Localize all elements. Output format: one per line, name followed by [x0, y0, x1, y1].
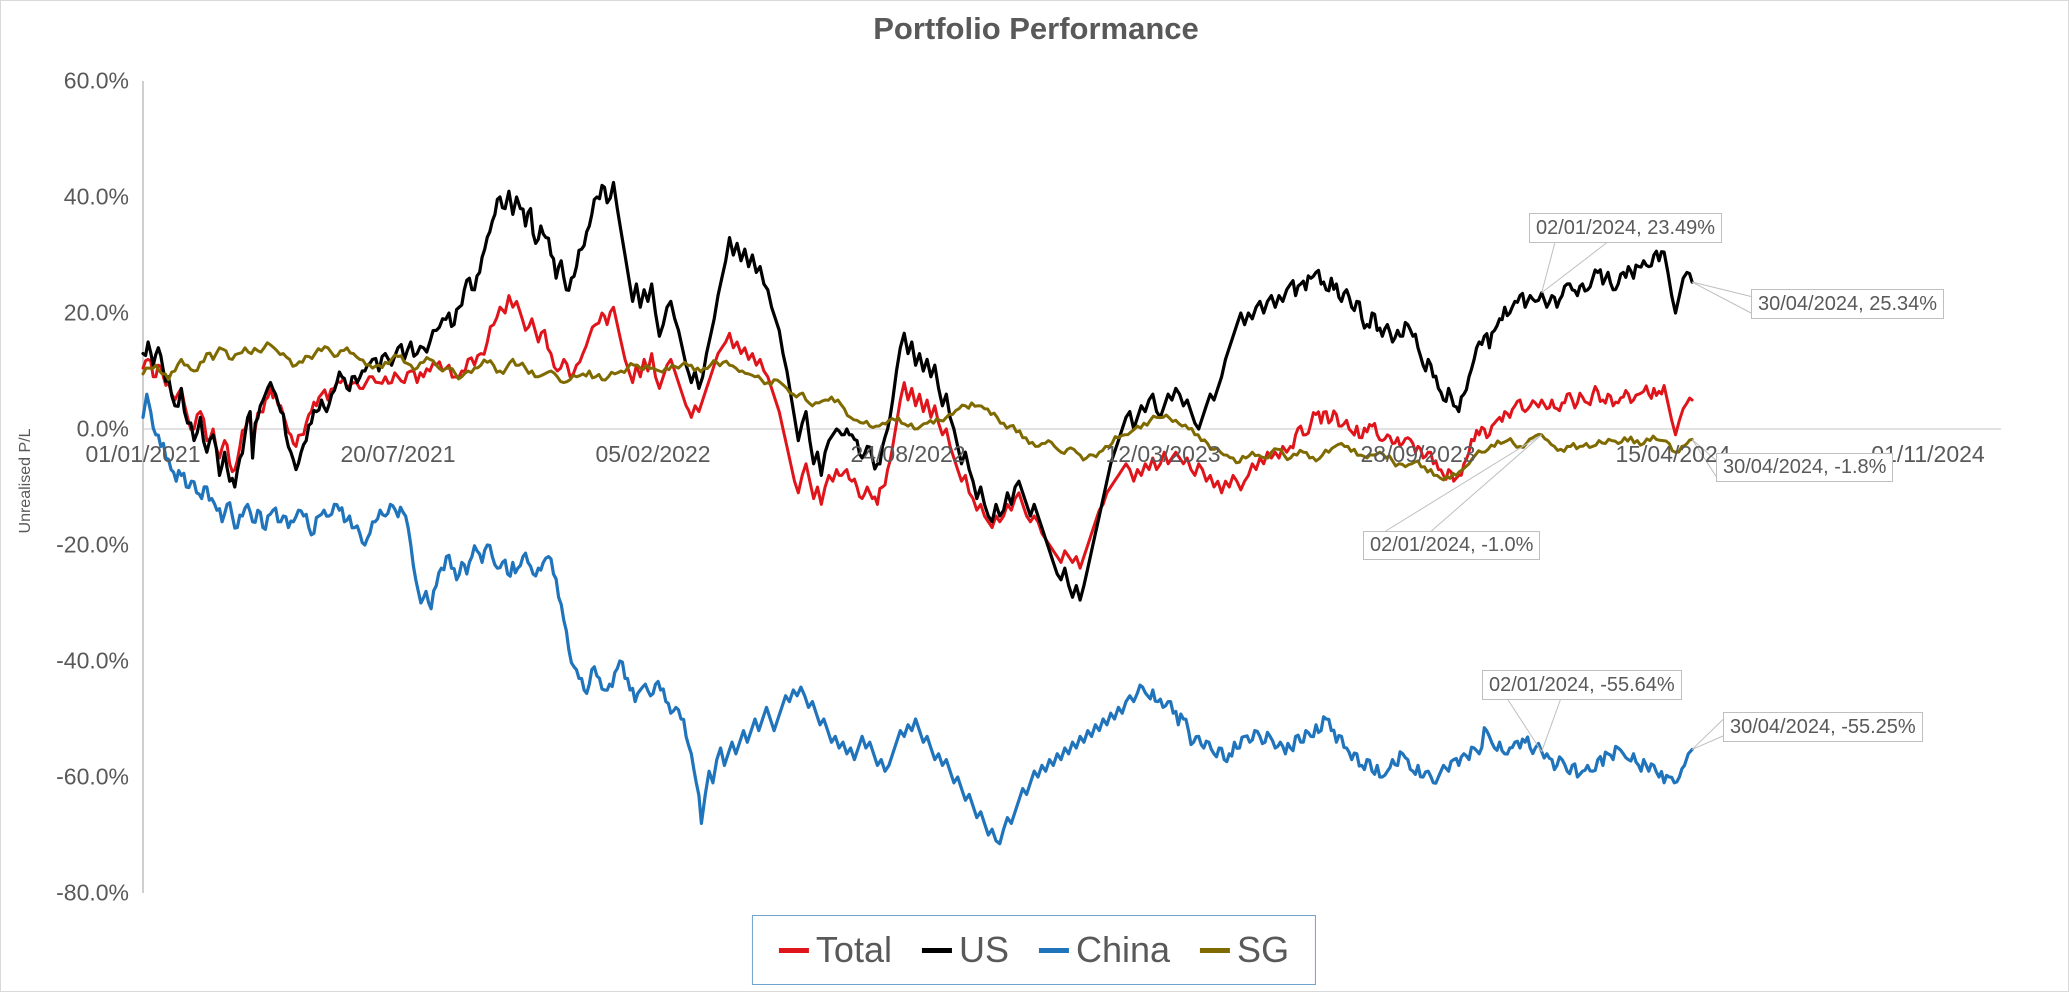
legend-label: China [1075, 929, 1171, 970]
y-tick-label: -20.0% [56, 531, 129, 558]
data-label-callout-us[interactable]: 02/01/2024, 23.49% [1529, 213, 1723, 243]
callout-leader-line [1691, 439, 1717, 461]
callout-leader-line [1541, 242, 1607, 294]
y-tick-label: 40.0% [63, 183, 129, 210]
x-tick-label: 05/02/2022 [595, 441, 711, 467]
callout-leader-line [1692, 281, 1752, 297]
callout-leader-line [1541, 242, 1556, 293]
callout-leader-line [1691, 719, 1724, 750]
y-tick-label: 20.0% [63, 299, 129, 326]
x-tick-label: 01/01/2021 [85, 441, 201, 467]
y-tick-label: 0.0% [76, 415, 129, 442]
data-label-callout-china[interactable]: 02/01/2024, -55.64% [1482, 670, 1682, 700]
callout-leader-line [1541, 699, 1561, 752]
data-label-callout-sg[interactable]: 02/01/2024, -1.0% [1363, 531, 1541, 560]
callout-leader-line [1691, 281, 1752, 314]
callout-leader-line [1691, 735, 1724, 750]
y-tick-label: 60.0% [63, 67, 129, 94]
series-line-us [141, 180, 1694, 602]
data-label-callout-china[interactable]: 30/04/2024, -55.25% [1723, 712, 1923, 742]
x-tick-label: 20/07/2021 [340, 441, 456, 467]
legend[interactable]: Total US China SG [751, 915, 1317, 985]
callout-leader-line [1507, 699, 1543, 752]
legend-entry-us[interactable]: US [921, 929, 1009, 970]
series-line-sg [141, 341, 1694, 482]
chart-title: Portfolio Performance [873, 11, 1199, 46]
legend-label: US [958, 929, 1009, 970]
x-tick-label: 28/09/2023 [1360, 441, 1476, 467]
y-tick-label: -60.0% [56, 763, 129, 790]
data-label-callout-sg[interactable]: 30/04/2024, -1.8% [1716, 453, 1894, 482]
x-tick-label: 12/03/2023 [1105, 441, 1221, 467]
legend-entry-sg[interactable]: SG [1200, 932, 1289, 968]
y-tick-label: -80.0% [56, 879, 129, 906]
legend-label: SG [1237, 929, 1290, 970]
x-tick-label: 24/08/2022 [850, 441, 966, 467]
legend-marker-sg [1200, 947, 1231, 953]
legend-label: Total [815, 929, 892, 970]
legend-marker-total [778, 947, 809, 953]
x-tick-label: 15/04/2024 [1615, 441, 1731, 467]
y-tick-label: -40.0% [56, 647, 129, 674]
callout-leader-line [1385, 434, 1542, 532]
callout-leader-line [1691, 439, 1717, 477]
series-line-china [141, 392, 1694, 846]
legend-entry-china[interactable]: China [1038, 929, 1171, 970]
series-line-total [141, 294, 1694, 570]
callout-leader-line [1431, 434, 1543, 532]
legend-entry-total[interactable]: Total [778, 929, 892, 970]
legend-marker-us [921, 947, 952, 953]
legend-marker-china [1038, 947, 1069, 953]
data-label-callout-us[interactable]: 30/04/2024, 25.34% [1751, 289, 1945, 319]
